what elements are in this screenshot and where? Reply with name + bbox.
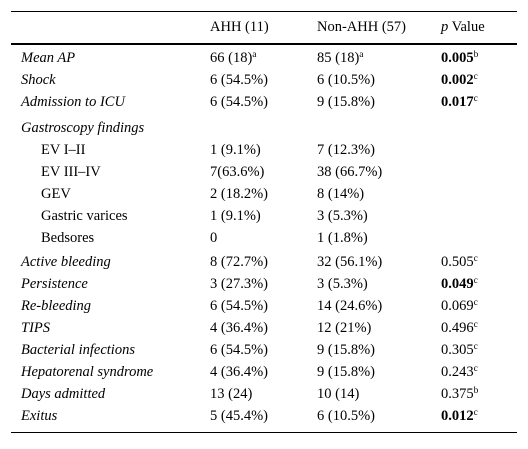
table-header-row: AHH (11) Non-AHH (57) p Value	[11, 12, 517, 43]
header-p-value: p Value	[441, 12, 485, 43]
table-row: Mean AP 66 (18)a 85 (18)a 0.005b	[11, 47, 517, 69]
table-row: Admission to ICU 6 (54.5%) 9 (15.8%) 0.0…	[11, 91, 517, 113]
row-label: Re-bleeding	[21, 298, 92, 314]
row-label: Hepatorenal syndrome	[21, 364, 154, 380]
non-ahh-value: 10 (14)	[317, 386, 360, 402]
non-ahh-value: 38 (66.7%)	[317, 164, 383, 180]
p-value: 0.002c	[441, 72, 478, 88]
section-label: Gastroscopy findings	[21, 120, 145, 136]
ahh-value: 13 (24)	[210, 386, 253, 402]
non-ahh-value: 7 (12.3%)	[317, 142, 375, 158]
row-label: Admission to ICU	[21, 94, 125, 110]
table-bottom-rule	[11, 432, 517, 433]
p-value: 0.505c	[441, 254, 478, 270]
table-row: Re-bleeding 6 (54.5%) 14 (24.6%) 0.069c	[11, 295, 517, 317]
table-row: GEV 2 (18.2%) 8 (14%)	[11, 183, 517, 205]
header-non-ahh: Non-AHH (57)	[317, 19, 406, 35]
non-ahh-value: 9 (15.8%)	[317, 94, 375, 110]
table-row: Shock 6 (54.5%) 6 (10.5%) 0.002c	[11, 69, 517, 91]
table-row: Bacterial infections 6 (54.5%) 9 (15.8%)…	[11, 339, 517, 361]
ahh-value: 3 (27.3%)	[210, 276, 268, 292]
row-label: Persistence	[21, 276, 88, 292]
p-value: 0.017c	[441, 94, 478, 110]
ahh-value: 66 (18)a	[210, 50, 257, 66]
table-row: Active bleeding 8 (72.7%) 32 (56.1%) 0.5…	[11, 251, 517, 273]
non-ahh-value: 85 (18)a	[317, 50, 364, 66]
ahh-value: 4 (36.4%)	[210, 320, 268, 336]
p-value: 0.069c	[441, 298, 478, 314]
comparison-table: AHH (11) Non-AHH (57) p Value Mean AP 66…	[11, 11, 517, 433]
row-label: Exitus	[21, 408, 58, 424]
ahh-value: 6 (54.5%)	[210, 342, 268, 358]
ahh-value: 2 (18.2%)	[210, 186, 268, 202]
row-label: GEV	[41, 186, 71, 202]
table-header-rule	[11, 43, 517, 45]
ahh-value: 6 (54.5%)	[210, 72, 268, 88]
header-p-letter: p	[441, 19, 449, 35]
p-value: 0.005b	[441, 50, 479, 66]
row-label: Bedsores	[41, 230, 95, 246]
table-row: Bedsores 0 1 (1.8%)	[11, 227, 517, 249]
non-ahh-value: 14 (24.6%)	[317, 298, 383, 314]
row-label: EV I–II	[41, 142, 86, 158]
ahh-value: 0	[210, 230, 218, 246]
ahh-value: 8 (72.7%)	[210, 254, 268, 270]
row-label: Gastric varices	[41, 208, 128, 224]
header-value-word: Value	[448, 19, 485, 35]
non-ahh-value: 6 (10.5%)	[317, 408, 375, 424]
header-ahh: AHH (11)	[210, 19, 269, 35]
row-label: Mean AP	[21, 50, 76, 66]
ahh-value: 6 (54.5%)	[210, 94, 268, 110]
p-value: 0.012c	[441, 408, 478, 424]
table-section-row: Gastroscopy findings	[11, 113, 517, 139]
table-row: Gastric varices 1 (9.1%) 3 (5.3%)	[11, 205, 517, 227]
non-ahh-value: 6 (10.5%)	[317, 72, 375, 88]
row-label: EV III–IV	[41, 164, 101, 180]
ahh-value: 6 (54.5%)	[210, 298, 268, 314]
table-row: Hepatorenal syndrome 4 (36.4%) 9 (15.8%)…	[11, 361, 517, 383]
table-row: TIPS 4 (36.4%) 12 (21%) 0.496c	[11, 317, 517, 339]
p-value: 0.496c	[441, 320, 478, 336]
non-ahh-value: 32 (56.1%)	[317, 254, 383, 270]
non-ahh-value: 3 (5.3%)	[317, 276, 368, 292]
table-top-rule	[11, 11, 517, 12]
ahh-value: 7(63.6%)	[210, 164, 265, 180]
row-label: Active bleeding	[21, 254, 111, 270]
table-row: Exitus 5 (45.4%) 6 (10.5%) 0.012c	[11, 405, 517, 428]
ahh-value: 1 (9.1%)	[210, 208, 261, 224]
ahh-value: 1 (9.1%)	[210, 142, 261, 158]
non-ahh-value: 9 (15.8%)	[317, 364, 375, 380]
non-ahh-value: 8 (14%)	[317, 186, 365, 202]
p-value: 0.305c	[441, 342, 478, 358]
ahh-value: 5 (45.4%)	[210, 408, 268, 424]
p-value: 0.375b	[441, 386, 479, 402]
row-label: TIPS	[21, 320, 50, 336]
ahh-value: 4 (36.4%)	[210, 364, 268, 380]
non-ahh-value: 1 (1.8%)	[317, 230, 368, 246]
p-value: 0.243c	[441, 364, 478, 380]
non-ahh-value: 12 (21%)	[317, 320, 372, 336]
table-row: Days admitted 13 (24) 10 (14) 0.375b	[11, 383, 517, 405]
p-value: 0.049c	[441, 276, 478, 292]
table-row: EV III–IV 7(63.6%) 38 (66.7%)	[11, 161, 517, 183]
non-ahh-value: 9 (15.8%)	[317, 342, 375, 358]
table-row: EV I–II 1 (9.1%) 7 (12.3%)	[11, 139, 517, 161]
table-row: Persistence 3 (27.3%) 3 (5.3%) 0.049c	[11, 273, 517, 295]
row-label: Days admitted	[21, 386, 106, 402]
row-label: Shock	[21, 72, 56, 88]
row-label: Bacterial infections	[21, 342, 135, 358]
non-ahh-value: 3 (5.3%)	[317, 208, 368, 224]
